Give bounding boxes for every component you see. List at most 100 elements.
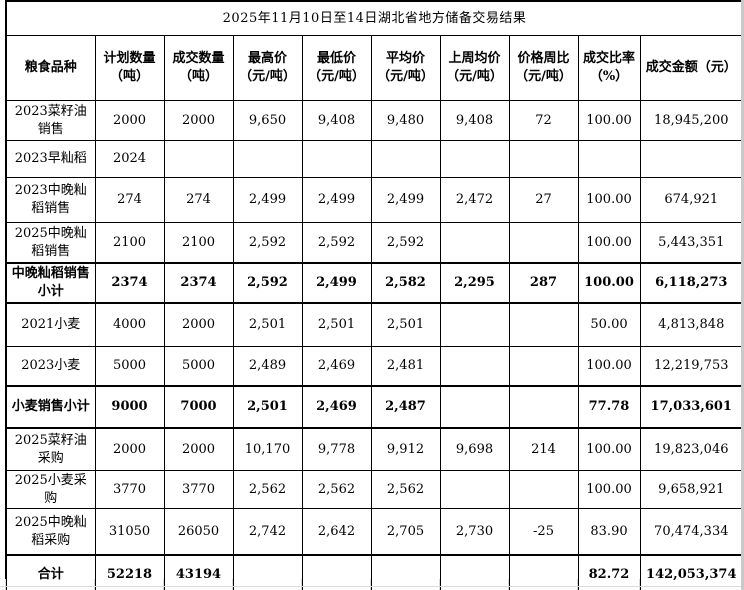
table-cell: 17,033,601 [639,385,744,429]
table-row: 2023早籼稻 2024 [5,140,744,178]
table-cell: 9,650 [232,100,303,141]
table-cell: 2,582 [370,262,441,304]
table-cell: 2,499 [232,177,303,223]
table-cell: 12,219,753 [639,346,744,387]
table-cell: 2,481 [370,346,441,387]
table-cell: 142,053,374 [639,554,744,590]
table-cell: 2,642 [301,508,372,556]
table-cell [508,469,579,510]
table-cell [508,385,579,429]
table-row: 中晚籼稻销售小计 2374 2374 2,592 2,499 2,582 2,295 287 1… [5,262,744,304]
table-cell: 7000 [163,385,234,429]
table-cell: 2,501 [370,302,441,347]
table-cell [232,140,303,178]
table-row: 2025小麦采购 3770 3770 2,562 2,562 2,562 100.00 9,6… [5,469,744,510]
table-cell: 82.72 [577,554,641,590]
table-cell: 274 [94,177,165,223]
grain-variety-cell: 2025小麦采购 [5,469,96,510]
column-header: 上周均价（元/吨） [439,35,510,101]
table-cell: 50.00 [577,302,641,347]
table-cell: 9,408 [439,100,510,141]
table-cell: 5000 [94,346,165,387]
table-cell: 2,501 [232,385,303,429]
table-cell: 2,592 [370,222,441,264]
table-cell: 27 [508,177,579,223]
screen-edge [741,0,744,590]
table-cell: 9,658,921 [639,469,744,510]
table-cell: 2000 [94,100,165,141]
table-cell: 100.00 [577,262,641,304]
table-cell: 2,742 [232,508,303,556]
table-row: 合计 52218 43194 82.72 142,053,374 [5,554,744,590]
trade-results-table: 2025年11月10日至14日湖北省地方储备交易结果 粮食品种 计划数量（吨） 成交… [5,0,744,590]
table-cell: 31050 [94,508,165,556]
table-cell: 18,945,200 [639,100,744,141]
table-cell [439,222,510,264]
table-cell: 2,705 [370,508,441,556]
table-cell: 2,469 [301,346,372,387]
excel-gridline-vertical [163,579,164,590]
grain-variety-cell: 2025菜籽油采购 [5,427,96,471]
table-cell [508,346,579,387]
grain-variety-cell: 2021小麦 [5,302,96,347]
page-title: 2025年11月10日至14日湖北省地方储备交易结果 [5,0,744,36]
table-cell: -25 [508,508,579,556]
table-cell: 43194 [163,554,234,590]
table-cell [508,554,579,590]
table-cell: 2,472 [439,177,510,223]
table-cell: 2000 [163,100,234,141]
table-cell [439,554,510,590]
table-row: 2025菜籽油采购 2000 2000 10,170 9,778 9,912 9,698 21… [5,427,744,471]
grain-variety-cell: 中晚籼稻销售小计 [5,262,96,304]
table-cell: 2,489 [232,346,303,387]
excel-gridline-vertical [439,579,440,590]
table-cell [439,385,510,429]
table-cell: 72 [508,100,579,141]
table-row: 2023中晚籼稻销售 274 274 2,499 2,499 2,499 2,472 27 10… [5,177,744,223]
table-cell: 77.78 [577,385,641,429]
column-header: 计划数量（吨） [94,35,165,101]
excel-gridline-vertical [370,579,371,590]
grain-variety-cell: 2025中晚籼稻销售 [5,222,96,264]
excel-gridline-vertical [577,579,578,590]
table-cell: 2000 [94,427,165,471]
column-header: 成交金额（元） [639,35,744,101]
grain-variety-cell: 2023小麦 [5,346,96,387]
table-cell: 2,487 [370,385,441,429]
table-cell [232,554,303,590]
excel-gridline-vertical [639,579,640,590]
table-row: 2025中晚籼稻销售 2100 2100 2,592 2,592 2,592 100.00 5… [5,222,744,264]
column-header: 成交数量（吨） [163,35,234,101]
table-cell [439,140,510,178]
table-cell: 2374 [163,262,234,304]
table-cell: 2100 [163,222,234,264]
table-cell: 3770 [94,469,165,510]
table-cell: 100.00 [577,346,641,387]
table-cell [639,140,744,178]
table-cell: 5000 [163,346,234,387]
table-row: 2023小麦 5000 5000 2,489 2,469 2,481 100.00 12,21… [5,346,744,387]
table-cell [508,140,579,178]
column-header: 最低价（元/吨） [301,35,372,101]
column-header: 粮食品种 [5,35,96,101]
table-cell: 2,501 [301,302,372,347]
table-cell [370,140,441,178]
table-row: 2025中晚籼稻采购 31050 26050 2,742 2,642 2,705 2,730… [5,508,744,556]
table-cell [508,222,579,264]
table-cell: 100.00 [577,100,641,141]
table-cell: 2,562 [232,469,303,510]
table-cell: 19,823,046 [639,427,744,471]
table-cell [508,302,579,347]
table-cell [439,302,510,347]
table-cell: 2,499 [301,262,372,304]
table-cell: 9,698 [439,427,510,471]
table-cell: 4000 [94,302,165,347]
column-header: 最高价（元/吨） [232,35,303,101]
table-cell: 2,499 [370,177,441,223]
title-row: 2025年11月10日至14日湖北省地方储备交易结果 [5,0,744,36]
grain-variety-cell: 合计 [5,554,96,590]
table-cell: 2,501 [232,302,303,347]
excel-gridline-vertical [5,579,6,590]
table-cell: 2,730 [439,508,510,556]
